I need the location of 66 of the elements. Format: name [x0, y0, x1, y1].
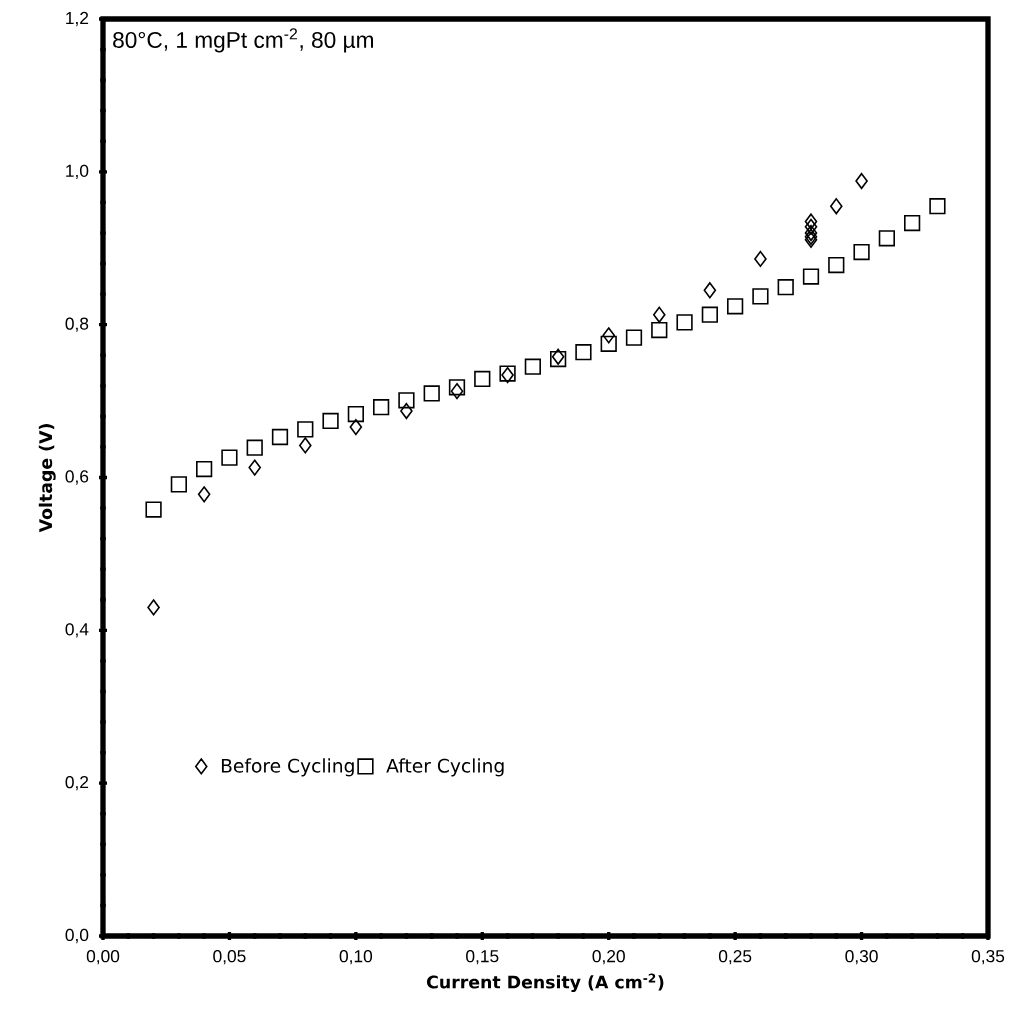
point [929, 198, 946, 215]
x-tick-label: 0,20 [592, 950, 625, 965]
y-tick-label: 1,0 [66, 164, 89, 179]
point [400, 402, 413, 420]
y-tick-label: 0,8 [65, 317, 89, 332]
point [147, 599, 160, 616]
point [752, 288, 769, 305]
point [878, 230, 895, 247]
point [652, 306, 666, 323]
point [754, 250, 767, 268]
point [196, 460, 213, 478]
point [349, 418, 363, 436]
point [248, 459, 262, 476]
point [246, 439, 263, 456]
legend-label: After Cycling [386, 758, 504, 777]
y-axis-title: Voltage (V) [38, 424, 56, 533]
point [450, 383, 464, 400]
point [828, 256, 845, 274]
point [802, 268, 820, 285]
x-tick-label: 0,30 [845, 950, 878, 965]
annotation: 80°C, 1 mgPt cm$^{-2}$, 80 µm [113, 28, 374, 53]
x-tick-label: 0,35 [971, 950, 1005, 965]
point [197, 486, 211, 503]
point [448, 379, 466, 396]
y-tick-label: 0,0 [65, 928, 89, 944]
x-tick-label: 0,00 [86, 950, 120, 965]
point [575, 344, 592, 361]
point [524, 358, 541, 375]
y-tick-label: 0,6 [65, 470, 89, 485]
point [221, 449, 238, 466]
point [373, 399, 390, 416]
y-tick-label: 1,2 [66, 11, 89, 27]
point [271, 428, 289, 446]
x-tick-label: 0,15 [466, 950, 499, 965]
point [297, 421, 314, 438]
point [651, 321, 668, 339]
point [701, 306, 718, 323]
legend-label: Before Cycling [221, 758, 354, 777]
point [904, 214, 921, 232]
point [322, 412, 339, 430]
point [625, 329, 643, 346]
point [829, 198, 843, 215]
y-tick-label: 0,2 [65, 776, 89, 791]
point [727, 298, 744, 315]
point [474, 370, 491, 388]
point [423, 385, 440, 402]
point [347, 405, 364, 423]
point [804, 224, 818, 242]
point [145, 501, 162, 518]
point [602, 327, 616, 344]
point [398, 392, 415, 409]
y-tick-label: 0,4 [65, 623, 89, 638]
point [853, 243, 870, 261]
point [777, 279, 794, 296]
point [804, 218, 818, 235]
text: Current Density (A cm$^{-2}$) [427, 973, 664, 993]
point [298, 437, 312, 454]
point [600, 335, 617, 352]
x-tick-label: 0,05 [213, 950, 246, 965]
x-tick-label: 0,10 [339, 950, 373, 965]
point [170, 476, 187, 493]
point [804, 213, 818, 230]
point [855, 172, 868, 190]
point [676, 314, 693, 331]
point [703, 282, 717, 299]
x-tick-label: 0,25 [718, 950, 752, 965]
